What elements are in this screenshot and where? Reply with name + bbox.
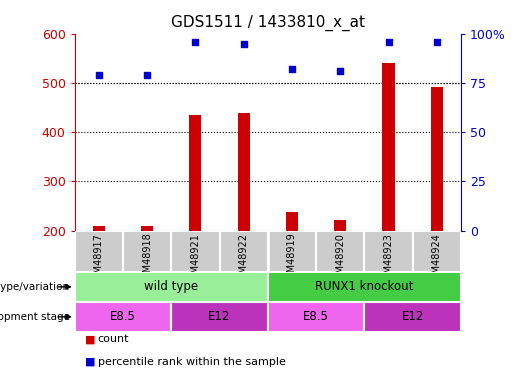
Bar [75,302,171,332]
Text: GSM48918: GSM48918 [142,232,152,285]
Text: count: count [98,334,129,344]
Text: GSM48924: GSM48924 [432,232,442,286]
Point [336,68,345,74]
Bar [268,272,461,302]
Bar [141,226,153,231]
Text: E12: E12 [402,310,424,323]
Text: ■: ■ [85,334,95,344]
Text: E8.5: E8.5 [303,310,329,323]
Title: GDS1511 / 1433810_x_at: GDS1511 / 1433810_x_at [171,15,365,31]
Text: percentile rank within the sample: percentile rank within the sample [98,357,286,367]
Bar [286,212,298,231]
Bar [334,220,346,231]
Text: E8.5: E8.5 [110,310,136,323]
Point [239,40,248,46]
Bar [383,63,394,231]
Bar [171,231,219,272]
Bar [190,115,201,231]
Text: GSM48920: GSM48920 [335,232,345,286]
Text: wild type: wild type [144,280,198,293]
Text: genotype/variation: genotype/variation [0,282,70,292]
Point [384,39,392,45]
Bar [171,302,268,332]
Text: GSM48919: GSM48919 [287,232,297,285]
Text: GSM48922: GSM48922 [238,232,249,286]
Point [143,72,151,78]
Bar [268,231,316,272]
Bar [316,231,365,272]
Bar [431,87,443,231]
Bar [365,302,461,332]
Text: ■: ■ [85,357,95,367]
Bar [75,231,123,272]
Bar [123,231,171,272]
Text: GSM48917: GSM48917 [94,232,104,286]
Bar [268,302,365,332]
Text: development stage: development stage [0,312,70,322]
Text: GSM48923: GSM48923 [384,232,393,286]
Point [288,66,296,72]
Point [191,39,199,45]
Bar [93,226,105,231]
Bar [75,272,268,302]
Point [433,39,441,45]
Point [95,72,103,78]
Text: RUNX1 knockout: RUNX1 knockout [315,280,414,293]
Bar [219,231,268,272]
Bar [365,231,413,272]
Text: GSM48921: GSM48921 [191,232,200,286]
Bar [413,231,461,272]
Bar [237,114,250,231]
Text: E12: E12 [209,310,231,323]
